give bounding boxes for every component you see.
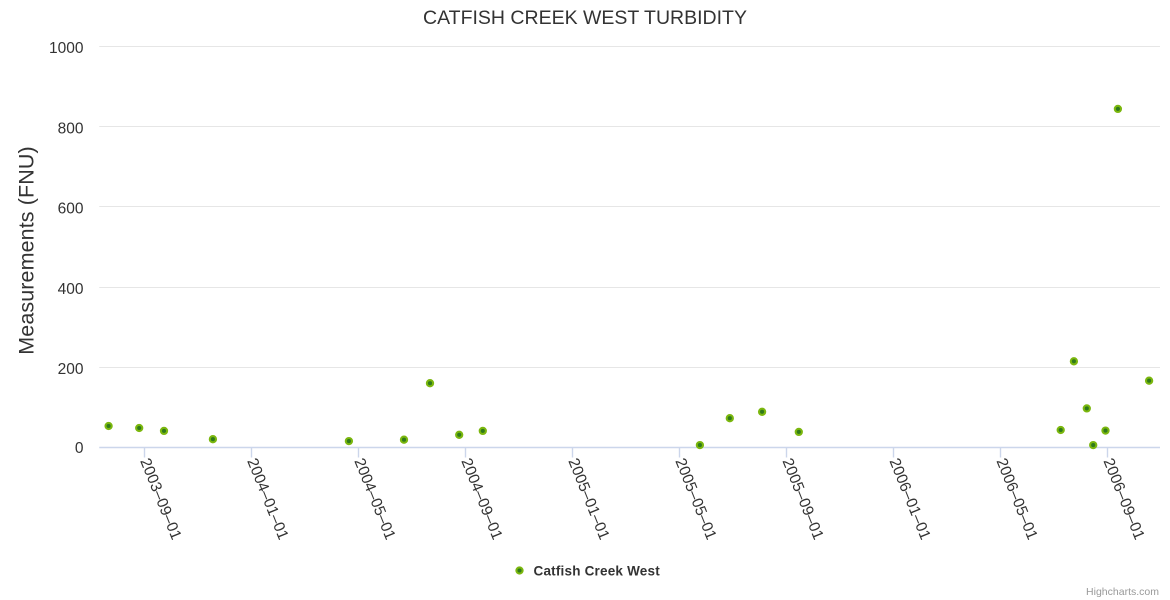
svg-text:0: 0 (75, 440, 84, 457)
svg-text:800: 800 (58, 120, 84, 137)
svg-text:Catfish Creek West: Catfish Creek West (534, 564, 661, 579)
svg-text:1000: 1000 (49, 40, 84, 57)
svg-text:600: 600 (58, 201, 84, 218)
svg-text:Measurements (FNU): Measurements (FNU) (15, 146, 39, 354)
svg-text:CATFISH CREEK WEST TURBIDITY: CATFISH CREEK WEST TURBIDITY (423, 7, 747, 29)
svg-text:200: 200 (58, 361, 84, 378)
svg-text:400: 400 (58, 281, 84, 298)
svg-text:Highcharts.com: Highcharts.com (1086, 586, 1159, 598)
